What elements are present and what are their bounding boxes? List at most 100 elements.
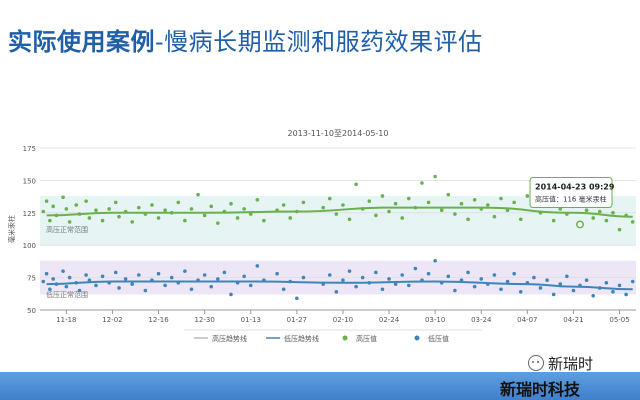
data-point (113, 200, 118, 205)
data-point (525, 280, 530, 285)
data-point (281, 203, 286, 207)
x-tick-label: 11-18 (56, 316, 76, 324)
data-point (617, 283, 622, 288)
data-point (301, 275, 306, 280)
data-point (400, 273, 405, 277)
data-point (54, 282, 59, 286)
data-point (176, 280, 181, 285)
data-point (433, 258, 437, 263)
data-point (150, 203, 154, 207)
data-point (545, 278, 549, 282)
data-point (143, 212, 148, 216)
data-point (196, 278, 200, 282)
data-point (347, 217, 352, 222)
data-point (235, 280, 240, 285)
data-point (163, 283, 167, 288)
data-point (288, 279, 293, 284)
data-point (439, 208, 444, 213)
data-point (413, 266, 418, 271)
data-point (551, 218, 556, 223)
x-tick-label: 04-21 (563, 316, 583, 324)
data-point (74, 280, 79, 285)
y-tick-label: 150 (23, 177, 36, 185)
data-point (578, 283, 582, 288)
data-point (479, 277, 484, 281)
data-point (113, 270, 118, 275)
data-point (624, 213, 628, 218)
tooltip-title: 2014-04-23 09:29 (535, 182, 615, 191)
data-point (459, 201, 464, 206)
data-point (374, 213, 378, 218)
data-point (84, 199, 88, 203)
data-point (604, 280, 609, 285)
data-point (100, 274, 105, 279)
data-point (67, 275, 72, 280)
x-tick-label: 03-24 (471, 316, 492, 324)
x-tick-label: 12-02 (102, 316, 122, 324)
data-point (117, 286, 121, 290)
data-point (492, 273, 497, 277)
data-point (67, 220, 72, 224)
x-tick-label: 03-10 (425, 316, 445, 324)
data-point (77, 288, 82, 293)
data-point (107, 280, 111, 285)
x-tick-label: 12-30 (194, 316, 214, 324)
data-point (229, 292, 233, 297)
x-tick-label: 01-27 (287, 316, 307, 324)
data-point (117, 214, 121, 219)
data-point (624, 292, 628, 297)
data-point (479, 207, 484, 211)
data-point (136, 205, 141, 210)
data-point (584, 278, 589, 282)
data-point (123, 209, 128, 214)
reference-band-label: 高压正常范围 (46, 225, 88, 234)
data-point (87, 278, 92, 282)
wechat-account-name: 新瑞时 (548, 354, 594, 373)
data-point (281, 287, 286, 292)
data-point (216, 277, 220, 281)
data-point (453, 212, 457, 216)
data-point (156, 216, 161, 220)
data-point (202, 213, 207, 218)
data-point (169, 211, 174, 215)
data-point (360, 207, 365, 211)
data-point (327, 196, 332, 201)
data-point (242, 207, 246, 211)
data-point (472, 284, 477, 289)
data-point (321, 282, 325, 286)
data-point (196, 192, 200, 197)
slide-title-rest: -慢病长期监测和服药效果评估 (155, 28, 483, 56)
data-point (354, 284, 358, 289)
data-point (341, 278, 345, 282)
data-point (591, 293, 595, 298)
y-tick-label: 50 (27, 307, 36, 315)
data-point (94, 283, 98, 288)
x-tick-label: 05-05 (609, 316, 629, 324)
data-point (87, 216, 92, 220)
chart-title: 2013-11-10至2014-05-10 (288, 129, 389, 138)
data-point (216, 221, 220, 225)
y-tick-label: 75 (27, 275, 36, 283)
data-point (393, 201, 398, 206)
data-point (538, 286, 543, 290)
data-point (433, 174, 437, 179)
data-point (301, 200, 306, 205)
data-point (367, 280, 372, 285)
data-point (354, 182, 358, 187)
data-point (499, 287, 503, 292)
y-tick-label: 100 (23, 242, 36, 250)
slide-title: 实际使用案例-慢病长期监测和服药效果评估 (8, 22, 483, 57)
data-point (262, 278, 266, 282)
legend-label: 低压趋势线 (284, 334, 319, 343)
x-tick-label: 12-16 (148, 316, 169, 324)
x-tick-label: 02-10 (333, 316, 353, 324)
data-point (242, 274, 246, 279)
data-point (341, 203, 345, 207)
data-point (597, 286, 602, 290)
data-point (505, 208, 510, 213)
data-point (41, 209, 46, 214)
data-point (334, 290, 339, 294)
data-point (420, 181, 424, 185)
data-point (426, 200, 431, 205)
data-point (571, 288, 576, 293)
